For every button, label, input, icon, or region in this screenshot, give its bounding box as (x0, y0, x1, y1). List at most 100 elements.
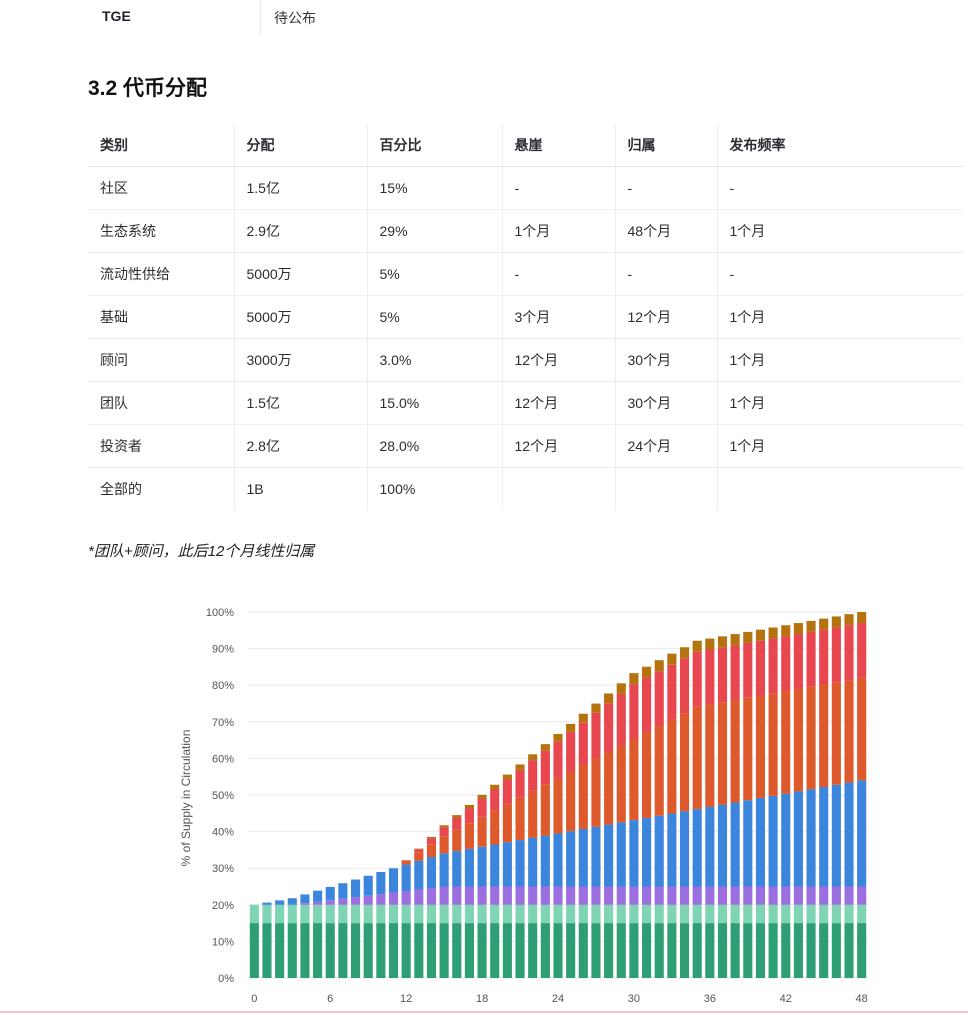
table-row: 顾问 3000万 3.0% 12个月 30个月 1个月 (88, 338, 963, 382)
bar-segment-6 (439, 825, 449, 828)
cell-release-frequency: 1个月 (717, 209, 963, 253)
header-percentage: 百分比 (367, 124, 503, 167)
bar-segment-2 (566, 886, 576, 905)
bar-segment-2 (679, 886, 690, 905)
bar-segment-0 (604, 923, 614, 978)
bar-segment-3 (629, 820, 639, 887)
bar-segment-4 (604, 751, 614, 825)
y-tick-label: 10% (212, 936, 234, 948)
bar-segment-0 (616, 923, 626, 978)
bar-segment-2 (654, 886, 664, 905)
cell-allocation: 2.9亿 (234, 209, 368, 253)
bar-segment-3 (793, 791, 803, 887)
bar-segment-5 (717, 647, 728, 703)
cell-allocation: 5000万 (234, 295, 368, 339)
bar-segment-1 (528, 904, 538, 924)
y-tick-label: 100% (206, 607, 234, 619)
y-tick-label: 20% (212, 900, 234, 912)
table-row: 流动性供给 5000万 5% - - - (88, 252, 963, 296)
cell-category: 投资者 (88, 424, 235, 468)
bar-segment-2 (755, 886, 765, 905)
bar-segment-3 (844, 782, 854, 887)
bar-segment-0 (553, 923, 563, 978)
bar-segment-6 (857, 612, 867, 623)
table-row: 基础 5000万 5% 3个月 12个月 1个月 (88, 295, 963, 339)
bar-segment-5 (844, 625, 854, 681)
bar-segment-2 (414, 889, 424, 905)
cell-cliff: 12个月 (502, 381, 616, 425)
cell-vesting: - (615, 166, 718, 210)
bar-segment-4 (477, 816, 487, 847)
bar-segment-1 (439, 904, 449, 924)
tge-label: TGE (102, 8, 131, 24)
cell-percentage: 100% (367, 467, 503, 510)
bar-segment-3 (692, 809, 702, 887)
bar-segment-4 (806, 686, 816, 790)
y-tick-label: 90% (212, 644, 234, 656)
cell-cliff: 12个月 (502, 424, 616, 468)
bar-segment-5 (414, 849, 424, 853)
bar-segment-5 (806, 631, 816, 687)
bar-segment-1 (667, 904, 677, 924)
x-tick-label: 18 (476, 993, 488, 1005)
bar-segment-2 (388, 892, 399, 905)
bar-segment-0 (819, 923, 829, 978)
cell-percentage: 15% (367, 166, 503, 210)
bar-segment-1 (717, 904, 728, 924)
bar-segment-2 (705, 886, 715, 905)
bar-segment-0 (629, 923, 639, 978)
bar-segment-6 (591, 703, 601, 713)
bar-segment-6 (616, 683, 626, 694)
bar-segment-2 (730, 886, 740, 905)
cell-release-frequency: 1个月 (717, 338, 963, 382)
cell-cliff: 12个月 (502, 338, 616, 382)
bar-segment-1 (325, 904, 335, 924)
bar-segment-4 (857, 677, 867, 781)
bar-segment-1 (477, 904, 487, 924)
x-tick-label: 48 (856, 993, 868, 1005)
bar-segment-2 (781, 886, 791, 905)
bar-segment-2 (490, 886, 500, 905)
table-row: 团队 1.5亿 15.0% 12个月 30个月 1个月 (88, 381, 963, 425)
bar-segment-2 (363, 895, 373, 905)
cell-category: 生态系统 (88, 209, 235, 253)
bar-segment-1 (705, 904, 715, 924)
bar-segment-5 (490, 789, 500, 811)
bar-segment-0 (515, 923, 525, 978)
bar-segment-2 (768, 886, 778, 905)
bar-segment-0 (351, 923, 361, 978)
bar-segment-4 (793, 688, 803, 792)
bar-segment-2 (401, 891, 411, 905)
bar-segment-6 (743, 631, 753, 643)
bar-segment-2 (477, 886, 487, 905)
cell-vesting: 24个月 (615, 424, 718, 468)
cell-release-frequency: 1个月 (717, 295, 963, 339)
bar-segment-3 (275, 900, 285, 905)
bar-segment-4 (692, 706, 702, 810)
bar-segment-4 (819, 684, 829, 787)
bar-segment-1 (743, 904, 753, 924)
bar-segment-1 (654, 904, 664, 924)
bar-segment-0 (654, 923, 664, 978)
bar-segment-1 (464, 904, 474, 924)
bar-segment-0 (578, 923, 588, 978)
bar-segment-1 (755, 904, 765, 924)
bar-segment-4 (528, 790, 538, 838)
bar-segment-3 (591, 826, 601, 887)
bar-segment-0 (490, 923, 500, 978)
bar-segment-6 (806, 620, 816, 632)
bar-segment-0 (743, 923, 753, 978)
y-axis-ticks: 0% 10% 20% 30% 40% 50% 60% 70% 80% 90% 100% (206, 607, 234, 985)
bar-segment-1 (604, 904, 614, 924)
bar-segment-5 (502, 779, 512, 804)
bar-segment-2 (540, 886, 550, 905)
bar-segment-6 (528, 754, 538, 761)
bar-segment-2 (300, 903, 310, 905)
section-title: 3.2 代币分配 (88, 77, 208, 100)
cell-category: 全部的 (88, 467, 235, 510)
bar-segment-5 (730, 645, 740, 700)
bar-segment-3 (502, 842, 512, 887)
bar-segment-1 (781, 904, 791, 924)
header-cliff: 悬崖 (502, 124, 616, 167)
bar-segment-0 (439, 923, 449, 978)
